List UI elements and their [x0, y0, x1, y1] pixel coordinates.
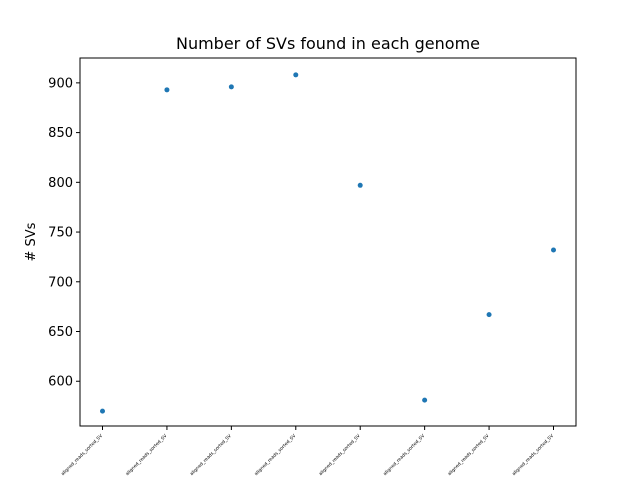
data-point [357, 182, 363, 188]
y-tick-label: 900 [48, 76, 73, 91]
y-tick-label: 800 [48, 176, 73, 191]
x-tick-label: aligned_reads_sorted_SV [511, 433, 556, 478]
x-tick-label: aligned_reads_sorted_SV [447, 433, 492, 478]
x-tick-label: aligned_reads_sorted_SV [318, 433, 363, 478]
data-point [293, 72, 299, 78]
x-axis-ticks: aligned_reads_sorted_SV aligned_reads_sor… [60, 426, 556, 477]
x-tick-label: aligned_reads_sorted_SV [253, 433, 298, 478]
data-point [100, 408, 105, 414]
data-point [486, 312, 492, 318]
chart-title: Number of SVs found in each genome [176, 34, 480, 53]
y-tick-label: 850 [48, 126, 73, 141]
x-tick-label: aligned_reads_sorted_SV [124, 433, 169, 478]
x-tick-label: aligned_reads_sorted_SV [382, 433, 427, 478]
data-point [164, 87, 170, 93]
data-point [228, 84, 234, 90]
y-axis-ticks: 600 650 700 750 800 850 900 [48, 76, 80, 390]
data-point [422, 397, 428, 403]
y-tick-label: 750 [48, 226, 73, 241]
data-points [100, 72, 556, 414]
data-point [551, 247, 556, 253]
plot-area-frame [79, 57, 577, 427]
y-tick-label: 700 [48, 275, 73, 290]
y-tick-label: 650 [48, 325, 73, 340]
x-tick-label: aligned_reads_sorted_SV [60, 433, 105, 478]
y-tick-label: 600 [48, 375, 73, 390]
y-axis-label: # SVs [24, 222, 39, 261]
x-tick-label: aligned_reads_sorted_SV [189, 433, 234, 478]
